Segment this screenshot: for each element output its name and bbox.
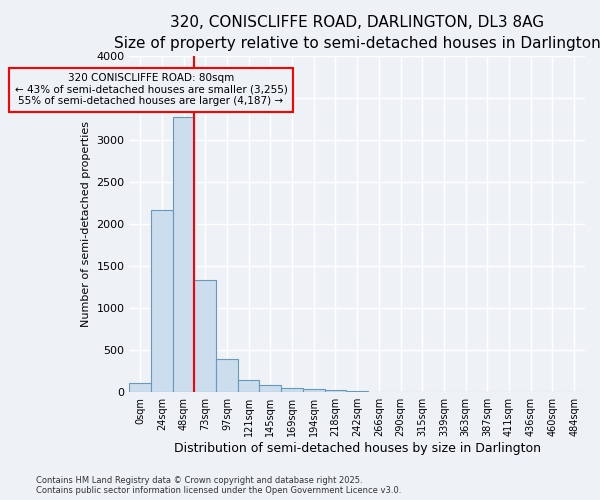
Bar bbox=[303, 389, 325, 392]
X-axis label: Distribution of semi-detached houses by size in Darlington: Distribution of semi-detached houses by … bbox=[173, 442, 541, 455]
Bar bbox=[216, 358, 238, 392]
Bar bbox=[325, 390, 346, 392]
Bar bbox=[194, 280, 216, 392]
Bar bbox=[173, 117, 194, 392]
Bar bbox=[259, 384, 281, 392]
Bar bbox=[129, 383, 151, 392]
Title: 320, CONISCLIFFE ROAD, DARLINGTON, DL3 8AG
Size of property relative to semi-det: 320, CONISCLIFFE ROAD, DARLINGTON, DL3 8… bbox=[114, 15, 600, 51]
Text: 320 CONISCLIFFE ROAD: 80sqm
← 43% of semi-detached houses are smaller (3,255)
55: 320 CONISCLIFFE ROAD: 80sqm ← 43% of sem… bbox=[14, 73, 287, 106]
Y-axis label: Number of semi-detached properties: Number of semi-detached properties bbox=[81, 122, 91, 328]
Bar bbox=[238, 380, 259, 392]
Bar bbox=[151, 210, 173, 392]
Text: Contains HM Land Registry data © Crown copyright and database right 2025.
Contai: Contains HM Land Registry data © Crown c… bbox=[36, 476, 401, 495]
Bar bbox=[346, 390, 368, 392]
Bar bbox=[281, 388, 303, 392]
